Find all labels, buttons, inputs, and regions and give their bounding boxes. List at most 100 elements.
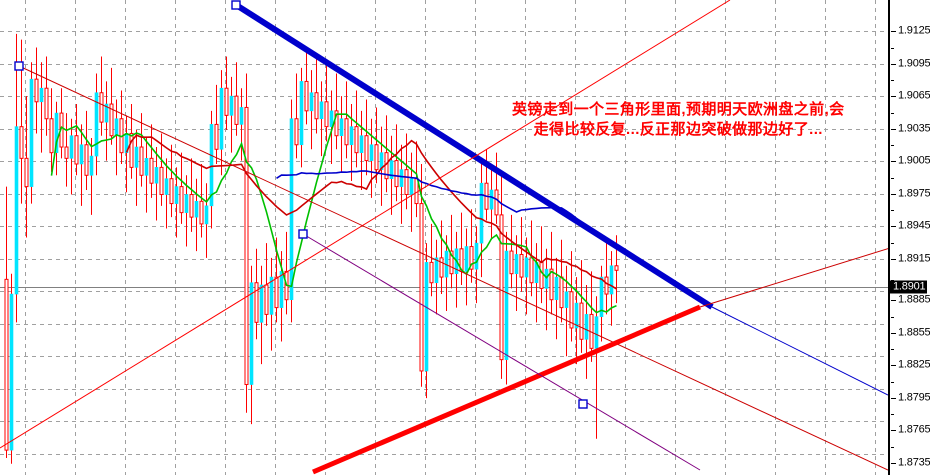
candle-body-bullish <box>14 126 19 295</box>
price-tick-label: 1.8945 <box>898 219 930 232</box>
candle-body-bearish <box>614 265 619 271</box>
candle-body-bullish <box>184 194 189 213</box>
candle-body-bearish <box>159 166 164 196</box>
price-minor-tick <box>891 414 894 415</box>
candle-body-bullish <box>54 112 59 153</box>
candle-body-bearish <box>49 118 54 154</box>
candle-body-bearish <box>604 276 609 295</box>
candle-body-bearish <box>84 144 89 176</box>
trendline-anchor-handle[interactable] <box>578 399 588 409</box>
candle-body-bearish <box>354 126 359 154</box>
price-tick-label: 1.8855 <box>898 326 930 339</box>
candle-body-bearish <box>4 278 9 451</box>
candle-body-bearish <box>414 178 419 205</box>
price-tick-mark <box>891 365 896 366</box>
candle-body-bullish <box>339 118 344 137</box>
candle-body-bearish <box>44 87 49 120</box>
price-minor-tick <box>891 47 894 49</box>
current-price-badge: 1.8901 <box>890 280 928 294</box>
candle-body-bullish <box>219 87 224 150</box>
candle-body-bullish <box>514 254 519 274</box>
price-minor-tick <box>891 446 894 448</box>
candle-body-bullish <box>594 316 599 349</box>
candle-body-bearish <box>324 101 329 128</box>
chart-text-annotation: 英镑走到一个三角形里面,预期明天欧洲盘之前,会 走得比较反复...反正那边突破做… <box>512 100 845 140</box>
price-minor-tick <box>891 242 894 244</box>
price-tick-mark <box>891 333 896 334</box>
candle-body-bullish <box>319 101 324 120</box>
chart-canvas <box>0 0 888 475</box>
candle-body-bullish <box>144 158 149 176</box>
trendline-upper-descending-red[interactable] <box>18 65 888 471</box>
candle-body-bearish <box>179 186 184 214</box>
candle-body-bullish <box>79 144 84 165</box>
candle-body-bearish <box>529 257 534 284</box>
candle-body-bearish <box>579 302 584 340</box>
candle-body-bearish <box>74 135 79 165</box>
price-tick-mark <box>891 161 896 162</box>
candle-body-bearish <box>439 257 444 278</box>
price-scale-axis-line <box>888 0 890 475</box>
candle-body-bullish <box>434 257 439 284</box>
candle-body-bullish <box>289 118 294 301</box>
price-tick-mark <box>891 96 896 97</box>
trendline-main-downtrend-thick-blue[interactable] <box>231 0 714 310</box>
candle-body-bullish <box>229 95 234 116</box>
trendline-rising-support-red-thin[interactable] <box>0 0 731 449</box>
candle-body-bearish <box>99 92 104 123</box>
candle-body-bullish <box>399 169 404 187</box>
candle-body-bullish <box>474 242 479 270</box>
candle-body-bearish <box>494 189 499 216</box>
candle-body-bearish <box>334 110 339 137</box>
price-tick-mark <box>891 64 896 65</box>
trendline-rising-thick-red[interactable] <box>312 304 701 475</box>
trendline-anchor-handle[interactable] <box>14 61 24 71</box>
trendline-descending-violet[interactable] <box>302 233 701 471</box>
price-tick-label: 1.8885 <box>898 293 930 306</box>
candle-body-bullish <box>359 135 364 153</box>
candle-body-bullish <box>574 302 579 329</box>
candle-body-bearish <box>224 87 229 116</box>
candle-body-bullish <box>424 262 429 372</box>
candle-body-bullish <box>279 271 284 308</box>
candle-body-bullish <box>389 160 394 179</box>
candle-body-bearish <box>294 118 299 146</box>
trendline-anchor-handle[interactable] <box>298 229 308 239</box>
annotation-line-1: 英镑走到一个三角形里面,预期明天欧洲盘之前,会 <box>512 101 845 118</box>
trendline-downtrend-thin-blue-extension[interactable] <box>711 306 888 396</box>
candle-body-bullish <box>29 78 34 187</box>
candle-body-bearish <box>394 160 399 188</box>
candle-body-bearish <box>304 80 309 112</box>
candle-body-bearish <box>149 157 154 184</box>
candle-body-bearish <box>419 203 424 372</box>
price-minor-tick <box>891 316 894 318</box>
trendline-rising-thin-red-extension[interactable] <box>699 248 888 308</box>
trendline-anchor-handle[interactable] <box>231 0 241 10</box>
moving-average-slow <box>276 170 617 247</box>
candle-body-bearish <box>139 146 144 176</box>
price-scale[interactable]: 1.9125 1.9095 1.9065 1.9035 1.9005 1.8975 1.89… <box>888 0 930 475</box>
candle-body-bullish <box>209 124 214 207</box>
candle-body-bullish <box>504 250 509 360</box>
candle-body-bullish <box>239 107 244 125</box>
candle-body-bearish <box>509 250 514 275</box>
candle-body-bearish <box>519 253 524 278</box>
price-tick-mark <box>891 463 896 464</box>
candle-body-bearish <box>254 282 259 323</box>
price-minor-tick <box>891 112 894 114</box>
candle-body-bullish <box>164 178 169 195</box>
candle-body-bearish <box>244 106 249 386</box>
candle-body-bullish <box>369 144 374 161</box>
chart-plot-area[interactable] <box>0 0 888 475</box>
candle-body-bullish <box>299 81 304 146</box>
candle-body-bullish <box>174 186 179 204</box>
candle-body-bullish <box>114 118 119 137</box>
moving-average-fast <box>50 113 617 314</box>
candle-body-bearish <box>374 144 379 171</box>
price-tick-mark <box>891 31 896 32</box>
candle-body-bearish <box>449 250 454 275</box>
candle-body-bullish <box>379 152 384 170</box>
price-tick-label: 1.8975 <box>898 187 930 200</box>
price-minor-tick <box>891 177 894 179</box>
price-tick-mark <box>891 259 896 260</box>
